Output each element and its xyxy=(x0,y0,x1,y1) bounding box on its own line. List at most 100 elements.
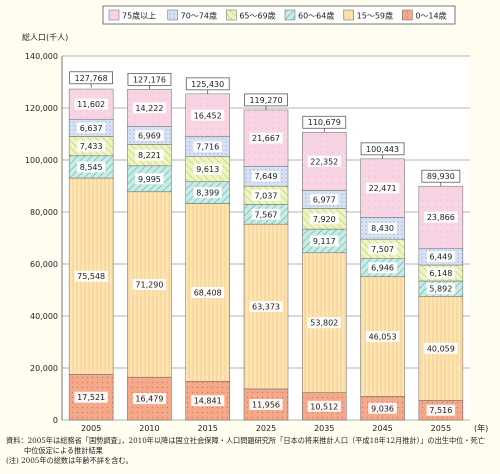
total-label-box xyxy=(244,93,288,107)
data-label: 21,667 xyxy=(252,134,280,143)
data-label: 14,222 xyxy=(135,104,163,113)
data-label: 8,430 xyxy=(371,224,394,233)
data-label-bg xyxy=(424,342,458,354)
data-label-bg xyxy=(74,391,108,403)
data-label-bg xyxy=(191,395,225,407)
data-label-bg xyxy=(251,208,281,220)
legend-label: 0〜14歳 xyxy=(415,11,446,21)
data-label: 7,567 xyxy=(255,210,278,219)
x-tick-label: 2010 xyxy=(139,424,159,433)
data-label-bg xyxy=(191,109,225,121)
data-label-bg xyxy=(193,141,222,153)
y-tick-label: 60,000 xyxy=(30,260,58,269)
data-label: 22,471 xyxy=(369,184,397,193)
y-tick-label: 100,000 xyxy=(25,156,58,165)
data-label: 6,946 xyxy=(371,264,394,273)
x-axis-unit: (年) xyxy=(474,423,488,433)
data-label: 7,516 xyxy=(429,406,452,415)
data-label-bg xyxy=(76,140,106,152)
total-label-box xyxy=(360,142,405,156)
total-label-box xyxy=(69,71,113,85)
data-label-bg xyxy=(310,235,339,247)
data-label-bg xyxy=(191,286,225,298)
data-label-bg xyxy=(249,301,283,313)
data-label: 53,802 xyxy=(310,319,338,328)
data-label-bg xyxy=(251,189,281,201)
data-label: 17,521 xyxy=(77,393,105,402)
data-label: 7,507 xyxy=(371,245,394,254)
data-label-bg xyxy=(368,402,397,414)
total-label-box xyxy=(185,77,230,91)
data-label-bg xyxy=(426,404,456,416)
data-label-bg xyxy=(135,149,164,161)
population-stacked-bar-chart: 0 20,000 40,000 60,000 80,000 100,000 120,000 1… xyxy=(22,5,488,433)
data-label-bg xyxy=(74,270,108,282)
data-label: 40,059 xyxy=(427,344,455,353)
note-line: (注) 2005年の総数は年齢不詳を含む。 xyxy=(6,456,133,465)
data-label: 10,512 xyxy=(310,402,338,411)
y-tick-label: 20,000 xyxy=(30,364,58,373)
data-label-bg xyxy=(76,122,106,134)
data-label-bg xyxy=(310,213,339,225)
data-label-bg xyxy=(365,182,400,194)
total-label: 89,930 xyxy=(427,172,455,181)
data-label: 71,290 xyxy=(135,280,163,289)
data-label: 7,920 xyxy=(313,215,336,224)
x-tick-label: 2035 xyxy=(314,424,334,433)
y-tick-label: 40,000 xyxy=(30,312,58,321)
y-tick-label: 140,000 xyxy=(25,52,58,61)
data-label: 7,433 xyxy=(80,142,103,151)
legend-swatch xyxy=(167,9,178,21)
data-label-bg xyxy=(368,243,397,255)
data-label-bg xyxy=(135,173,164,185)
legend-swatch xyxy=(402,9,413,21)
y-axis-title: 総人口(千人) xyxy=(22,32,68,42)
legend-box xyxy=(102,5,456,25)
data-label: 11,602 xyxy=(77,100,105,109)
data-label-bg xyxy=(310,193,339,205)
data-label: 8,221 xyxy=(138,151,161,160)
y-tick-label: 0 xyxy=(53,416,58,425)
data-label-bg xyxy=(426,283,456,295)
data-label: 6,969 xyxy=(138,131,161,140)
legend-label: 60〜64歳 xyxy=(298,11,334,21)
x-tick-label: 2045 xyxy=(372,424,392,433)
data-label: 75,548 xyxy=(77,272,105,281)
legend-swatch xyxy=(284,9,296,21)
data-label: 6,148 xyxy=(429,269,452,278)
data-label: 9,036 xyxy=(371,404,394,413)
data-label: 14,841 xyxy=(194,397,222,406)
total-label: 119,270 xyxy=(249,96,282,105)
data-label: 6,449 xyxy=(429,253,452,262)
x-tick-label: 2055 xyxy=(431,424,451,433)
data-label: 68,408 xyxy=(194,288,222,297)
y-tick-label: 120,000 xyxy=(25,104,58,113)
total-label: 125,430 xyxy=(191,80,224,89)
data-label-bg xyxy=(368,262,397,274)
data-label-bg xyxy=(249,132,283,144)
data-label-bg xyxy=(76,161,106,173)
data-label-bg xyxy=(249,398,283,410)
data-label-bg xyxy=(251,170,281,182)
data-label: 6,637 xyxy=(80,124,103,133)
total-label-box xyxy=(127,72,172,86)
source-line-2: 中位仮定による推計結果 xyxy=(24,446,103,455)
total-label-box xyxy=(421,169,461,183)
data-label-bg xyxy=(132,102,167,114)
data-label: 9,117 xyxy=(313,237,336,246)
data-label: 23,866 xyxy=(427,213,455,222)
data-label-bg xyxy=(424,211,458,223)
legend-swatch xyxy=(108,9,120,21)
legend-label: 65〜69歳 xyxy=(239,11,275,21)
data-label-bg xyxy=(132,393,167,405)
data-label-bg xyxy=(307,155,341,167)
data-label-bg xyxy=(307,317,341,329)
y-tick-label: 80,000 xyxy=(30,208,58,217)
data-label-bg xyxy=(74,98,108,110)
data-label: 5,892 xyxy=(429,285,452,294)
data-label-bg xyxy=(193,163,222,175)
legend-swatch xyxy=(226,9,237,21)
data-label-bg xyxy=(368,222,397,234)
x-tick-label: 2005 xyxy=(81,424,101,433)
